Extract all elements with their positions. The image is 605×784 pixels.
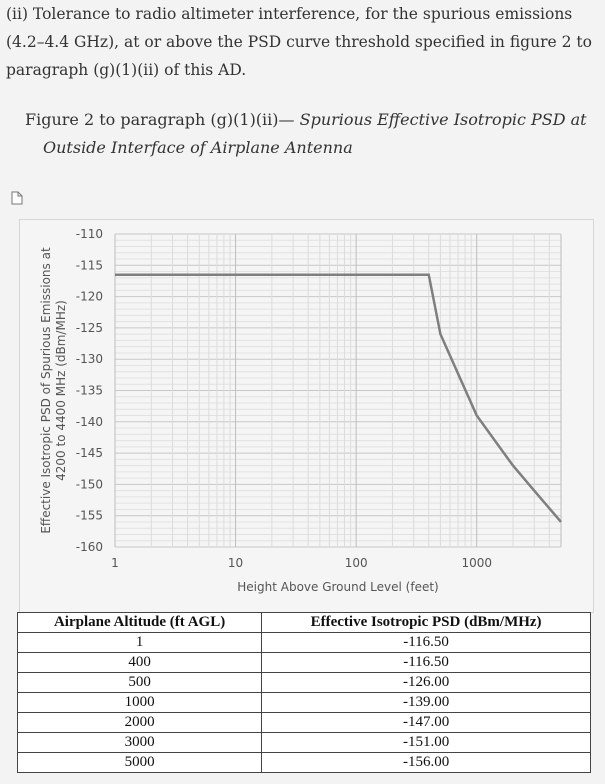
table-row: 3000 -151.00	[16, 732, 591, 753]
table-cell: 500	[16, 672, 263, 693]
y-tick-label: -145	[76, 446, 103, 460]
x-tick-label: 10	[228, 556, 243, 570]
table-row: 2000 -147.00	[16, 712, 591, 733]
x-tick-label: 100	[345, 556, 368, 570]
table-cell: 2000	[16, 712, 263, 733]
table-header: Effective Isotropic PSD (dBm/MHz)	[261, 612, 591, 633]
y-tick-label: -150	[76, 477, 103, 491]
table-cell: -116.50	[261, 632, 591, 653]
x-axis-label: Height Above Ground Level (feet)	[237, 580, 438, 594]
table-cell: 5000	[16, 752, 263, 773]
table-cell: -116.50	[261, 652, 591, 673]
y-axis-label: 4200 to 4400 MHz (dBm/MHz)	[54, 300, 68, 481]
document-icon[interactable]	[11, 190, 23, 209]
chart-container: -110 -115 -120 -125 -130 -135 -140 -145 -150 -155…	[19, 219, 594, 613]
table-header: Airplane Altitude (ft AGL)	[16, 612, 263, 633]
table-cell: 3000	[16, 732, 263, 753]
y-axis-label: Effective Isotropic PSD of Spurious Emis…	[39, 247, 53, 534]
paragraph-text: (ii) Tolerance to radio altimeter interf…	[6, 5, 592, 79]
y-tick-label: -110	[76, 227, 103, 241]
x-tick-label: 1000	[461, 556, 492, 570]
table-cell: 1	[16, 632, 263, 653]
table-row: 5000 -156.00	[16, 752, 591, 773]
table-cell: -139.00	[261, 692, 591, 713]
table-row: 400 -116.50	[16, 652, 591, 673]
y-tick-label: -135	[76, 384, 103, 398]
figure-caption: Figure 2 to paragraph (g)(1)(ii)— Spurio…	[25, 106, 605, 162]
psd-table: Airplane Altitude (ft AGL) Effective Iso…	[16, 612, 591, 773]
psd-chart: -110 -115 -120 -125 -130 -135 -140 -145 -150 -155…	[39, 227, 562, 594]
y-tick-label: -115	[76, 258, 103, 272]
y-tick-label: -140	[76, 415, 103, 429]
y-tick-label: -120	[76, 290, 103, 304]
table-cell: 400	[16, 652, 263, 673]
y-tick-label: -160	[76, 540, 103, 554]
y-tick-label: -155	[76, 509, 103, 523]
x-tick-label: 1	[111, 556, 119, 570]
table-cell: 1000	[16, 692, 263, 713]
y-tick-label: -130	[76, 352, 103, 366]
caption-title: Spurious Effective Isotropic PSD at Outs…	[43, 110, 587, 157]
table-row: 500 -126.00	[16, 672, 591, 693]
table-row: 1 -116.50	[16, 632, 591, 653]
table-cell: -147.00	[261, 712, 591, 733]
y-tick-label: -125	[76, 321, 103, 335]
table-cell: -156.00	[261, 752, 591, 773]
table-row: 1000 -139.00	[16, 692, 591, 713]
caption-prefix: Figure 2 to paragraph (g)(1)(ii)—	[25, 110, 300, 129]
table-cell: -126.00	[261, 672, 591, 693]
table-cell: -151.00	[261, 732, 591, 753]
